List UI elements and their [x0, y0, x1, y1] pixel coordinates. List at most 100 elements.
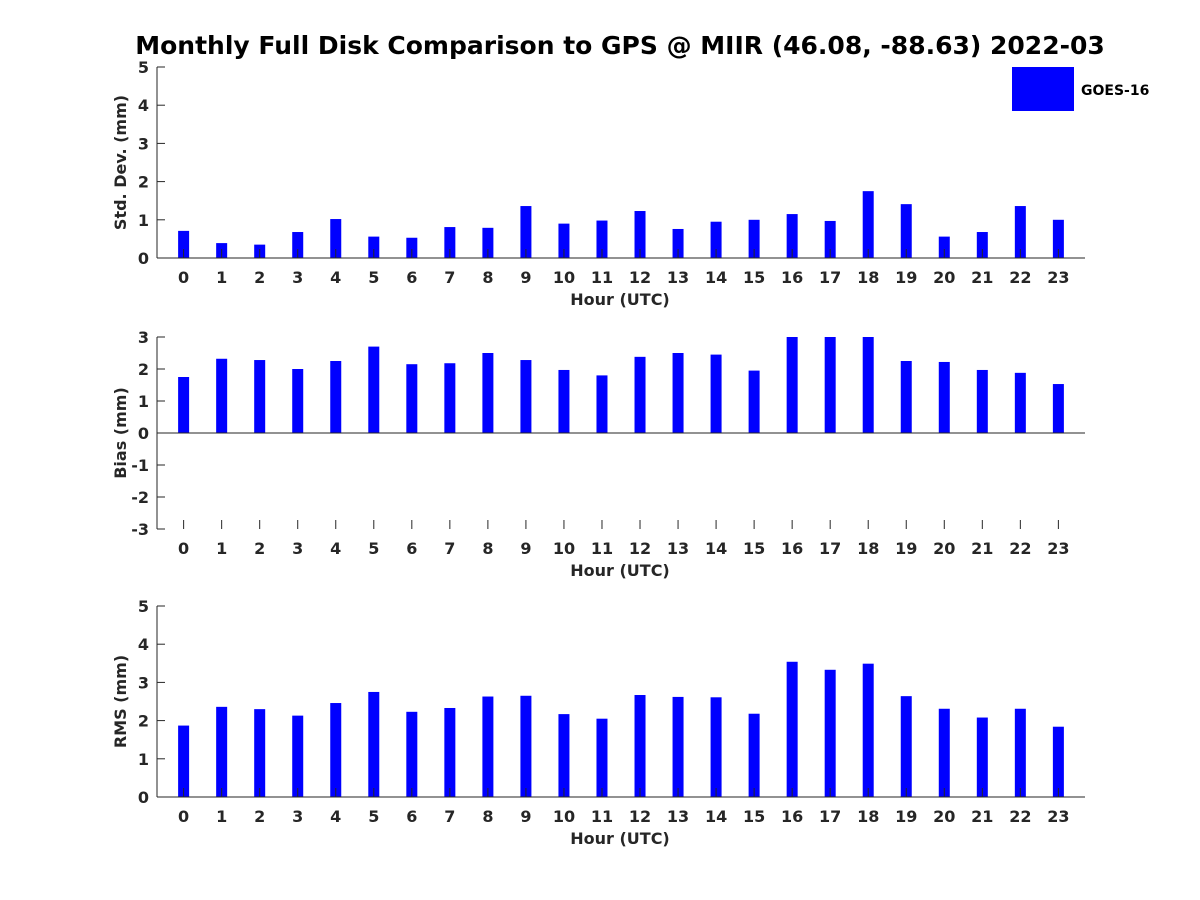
bias-bar-11	[596, 375, 608, 433]
rms-xtick-label: 21	[971, 807, 993, 826]
bias-xtick-label: 17	[819, 539, 841, 558]
bias-ytick-label: 2	[138, 360, 149, 379]
std-dev-xtick-label: 7	[444, 268, 455, 287]
bias-bar-20	[938, 361, 950, 433]
std-dev-bar-19	[900, 204, 912, 258]
bias-bar-22	[1014, 372, 1026, 433]
bias-ytick-label: 3	[138, 328, 149, 347]
bias-xtick-label: 18	[857, 539, 879, 558]
rms-xtick-label: 9	[520, 807, 531, 826]
std-dev-xtick-label: 6	[406, 268, 417, 287]
rms-bar-19	[900, 696, 912, 797]
std-dev-xtick-label: 5	[368, 268, 379, 287]
rms-bar-2	[254, 709, 266, 797]
rms-bar-23	[1052, 726, 1064, 797]
std-dev-xtick-label: 3	[292, 268, 303, 287]
rms-ytick-label: 2	[138, 712, 149, 731]
rms-bar-6	[406, 711, 418, 797]
std-dev-xtick-label: 20	[933, 268, 955, 287]
bias-bar-17	[824, 337, 836, 433]
legend-label: GOES-16	[1081, 83, 1149, 99]
bias-xlabel: Hour (UTC)	[570, 561, 670, 580]
rms-xtick-label: 10	[553, 807, 575, 826]
rms-ylabel: RMS (mm)	[111, 655, 130, 748]
std-dev-bar-13	[672, 228, 684, 258]
std-dev-bar-23	[1052, 219, 1064, 258]
std-dev-xtick-label: 22	[1009, 268, 1031, 287]
rms-xtick-label: 20	[933, 807, 955, 826]
bias-xtick-label: 9	[520, 539, 531, 558]
rms-xtick-label: 23	[1047, 807, 1069, 826]
bias-xtick-label: 1	[216, 539, 227, 558]
std-dev-xtick-label: 18	[857, 268, 879, 287]
bias-bar-5	[368, 346, 380, 433]
std-dev-bar-14	[710, 221, 722, 258]
rms-xtick-label: 5	[368, 807, 379, 826]
std-dev-ytick-label: 1	[138, 211, 149, 230]
rms-bar-18	[862, 663, 874, 797]
bias-bar-21	[976, 369, 988, 433]
bias-bar-16	[786, 337, 798, 433]
bias-bar-10	[558, 369, 570, 433]
bias-xtick-label: 11	[591, 539, 613, 558]
bias-bar-15	[748, 370, 760, 433]
bias-bar-13	[672, 353, 684, 433]
bias-ytick-label: 0	[138, 424, 149, 443]
bias-xtick-label: 2	[254, 539, 265, 558]
bias-xtick-label: 15	[743, 539, 765, 558]
bias-xtick-label: 22	[1009, 539, 1031, 558]
bias-ytick-label: -3	[131, 520, 149, 539]
rms-xtick-label: 7	[444, 807, 455, 826]
bias-bar-3	[292, 369, 304, 433]
std-dev-xtick-label: 13	[667, 268, 689, 287]
rms-bar-11	[596, 718, 608, 797]
rms-xtick-label: 8	[482, 807, 493, 826]
bias-xtick-label: 14	[705, 539, 727, 558]
bias-xtick-label: 20	[933, 539, 955, 558]
rms-bar-21	[976, 717, 988, 797]
rms-bar-10	[558, 714, 570, 797]
rms-xtick-label: 13	[667, 807, 689, 826]
rms-ytick-label: 5	[138, 597, 149, 616]
bias-ytick-label: -2	[131, 488, 149, 507]
bias-bar-8	[482, 353, 494, 433]
std-dev-bar-22	[1014, 206, 1026, 258]
std-dev-bar-7	[444, 227, 456, 258]
bias-ytick-label: -1	[131, 456, 149, 475]
rms-xtick-label: 0	[178, 807, 189, 826]
std-dev-bar-11	[596, 220, 608, 258]
bias-ytick-label: 1	[138, 392, 149, 411]
bias-bar-0	[178, 377, 190, 433]
rms-xtick-label: 16	[781, 807, 803, 826]
rms-bar-0	[178, 725, 190, 797]
std-dev-xtick-label: 8	[482, 268, 493, 287]
legend-swatch	[1012, 67, 1074, 111]
std-dev-bar-8	[482, 227, 494, 258]
std-dev-ytick-label: 0	[138, 249, 149, 268]
bias-bar-14	[710, 354, 722, 433]
bias-xtick-label: 21	[971, 539, 993, 558]
rms-xtick-label: 18	[857, 807, 879, 826]
std-dev-xtick-label: 4	[330, 268, 341, 287]
bias-xtick-label: 13	[667, 539, 689, 558]
figure-title: Monthly Full Disk Comparison to GPS @ MI…	[135, 31, 1105, 60]
std-dev-xtick-label: 23	[1047, 268, 1069, 287]
rms-xtick-label: 11	[591, 807, 613, 826]
std-dev-xtick-label: 17	[819, 268, 841, 287]
legend: GOES-16	[1012, 67, 1149, 111]
rms-bar-15	[748, 713, 760, 797]
std-dev-xtick-label: 11	[591, 268, 613, 287]
std-dev-xtick-label: 15	[743, 268, 765, 287]
bias-xtick-label: 4	[330, 539, 341, 558]
rms-bar-22	[1014, 708, 1026, 797]
bias-xtick-label: 6	[406, 539, 417, 558]
std-dev-bar-12	[634, 211, 646, 258]
std-dev-xtick-label: 0	[178, 268, 189, 287]
std-dev-bar-15	[748, 219, 760, 258]
bias-bar-1	[216, 358, 228, 433]
rms-xtick-label: 6	[406, 807, 417, 826]
std-dev-bar-17	[824, 220, 836, 258]
std-dev-bar-5	[368, 236, 380, 258]
